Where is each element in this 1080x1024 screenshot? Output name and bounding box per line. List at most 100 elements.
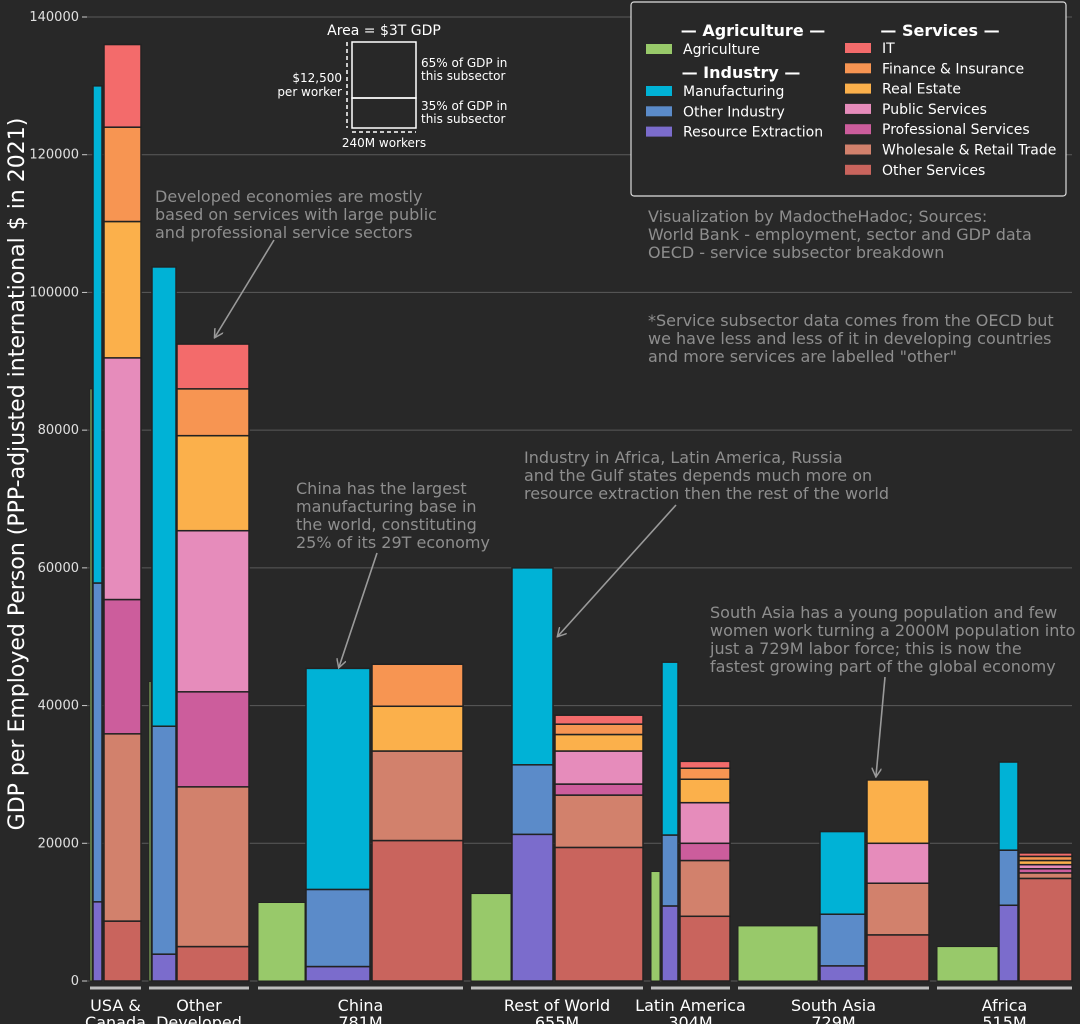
bar-latin-america-professional-services <box>679 842 731 862</box>
arrow-china <box>339 552 378 667</box>
legend: — Agriculture — Agriculture — Industry — Ma… <box>630 1 1067 197</box>
bar-africa-resource-extraction <box>998 904 1019 982</box>
bar-other-developed-finance-insurance <box>176 388 250 437</box>
region-china <box>257 663 464 982</box>
annotations-layer: Developed economies are mostly based on s… <box>155 187 1075 776</box>
bar-rest-of-world-manufacturing <box>511 567 554 766</box>
bar-south-asia-manufacturing <box>819 830 866 915</box>
ytick-label-60000: 60000 <box>38 561 79 576</box>
region-label-usa-canada-0: USA & <box>90 996 141 1015</box>
annotation-southasia: South Asia has a young population and fe… <box>709 603 1075 676</box>
legend-item-it: IT <box>882 41 895 57</box>
region-other-developed <box>148 266 250 982</box>
bar-latin-america-resource-extraction <box>661 905 679 982</box>
arrow-southasia <box>876 676 886 776</box>
area-key-height-label: per worker <box>277 85 342 99</box>
bar-china-real-estate <box>371 705 464 752</box>
region-label-other-developed-1: Developed <box>156 1013 242 1024</box>
area-key-title: Area = $3T GDP <box>327 23 441 39</box>
ytick-label-80000: 80000 <box>38 423 79 438</box>
bar-china-wholesale-retail-trade <box>371 750 464 842</box>
bar-south-asia-other-industry <box>819 913 866 967</box>
bar-usa-canada-real-estate <box>103 220 142 359</box>
bar-rest-of-world-real-estate <box>554 733 644 752</box>
region-label-latin-america-0: Latin America <box>635 996 746 1015</box>
ytick-label-0: 0 <box>71 974 79 989</box>
ytick-label-20000: 20000 <box>38 836 79 851</box>
area-key-width-label: 240M workers <box>342 136 426 150</box>
annotation-southasia-line: women work turning a 2000M population in… <box>710 621 1075 640</box>
bar-south-asia-wholesale-retail-trade <box>866 882 930 936</box>
area-key-upper-label: this subsector <box>421 69 505 83</box>
legend-swatch-wholesale-retail-trade <box>845 144 871 155</box>
annotation-footnote-line: we have less and less of it in developin… <box>648 329 1052 348</box>
bar-usa-canada-manufacturing <box>92 85 103 584</box>
legend-item-manufacturing: Manufacturing <box>683 84 784 100</box>
annotation-developed-line: Developed economies are mostly <box>155 187 422 206</box>
bar-south-asia-real-estate <box>866 779 930 845</box>
legend-heading-agriculture: — Agriculture — <box>681 21 826 40</box>
region-latin-america <box>650 661 731 982</box>
region-label-africa-1: 515M <box>982 1013 1026 1024</box>
ytick-label-140000: 140000 <box>29 10 79 25</box>
annotation-china-line: the world, constituting <box>296 515 477 534</box>
ytick-label-120000: 120000 <box>29 148 79 163</box>
bar-latin-america-public-services <box>679 801 731 845</box>
legend-item-wholesale-retail-trade: Wholesale & Retail Trade <box>882 143 1056 159</box>
region-label-other-developed-0: Other <box>176 996 222 1015</box>
bar-africa-it <box>1018 852 1073 858</box>
legend-item-other-services: Other Services <box>882 163 985 179</box>
bar-other-developed-other-services <box>176 945 250 982</box>
area-key-lower-label: 35% of GDP in <box>421 99 507 113</box>
bar-south-asia-public-services <box>866 842 930 884</box>
annotation-southasia-line: fastest growing part of the global econo… <box>710 657 1056 676</box>
bar-south-asia-agriculture <box>737 925 819 982</box>
bar-other-developed-agriculture <box>148 680 152 982</box>
bars-layer <box>89 43 1073 982</box>
annotation-southasia-line: South Asia has a young population and fe… <box>710 603 1057 622</box>
bar-usa-canada-it <box>103 43 142 128</box>
legend-item-resource-extraction: Resource Extraction <box>683 125 823 141</box>
bar-rest-of-world-other-industry <box>511 764 554 836</box>
region-south-asia <box>737 779 930 982</box>
bar-africa-wholesale-retail-trade <box>1018 872 1073 880</box>
region-label-china-0: China <box>338 996 384 1015</box>
bar-other-developed-it <box>176 343 250 390</box>
annotation-resource-line: and the Gulf states depends much more on <box>524 466 872 485</box>
bar-latin-america-finance-insurance <box>679 767 731 780</box>
legend-item-other-industry: Other Industry <box>683 104 785 120</box>
bar-rest-of-world-resource-extraction <box>511 833 554 982</box>
annotation-credit-line: OECD - service subsector breakdown <box>648 243 944 262</box>
ytick-label-40000: 40000 <box>38 699 79 714</box>
region-label-south-asia-0: South Asia <box>791 996 876 1015</box>
annotation-developed-line: and professional service sectors <box>155 223 413 242</box>
annotation-china-line: manufacturing base in <box>296 497 477 516</box>
bar-rest-of-world-public-services <box>554 750 644 785</box>
legend-swatch-finance-insurance <box>845 63 871 74</box>
bar-rest-of-world-other-services <box>554 846 644 982</box>
annotation-credit-line: Visualization by MadoctheHadoc; Sources: <box>648 207 987 226</box>
bar-other-developed-resource-extraction <box>151 953 177 982</box>
bar-other-developed-public-services <box>176 529 250 693</box>
annotation-developed-line: based on services with large public <box>155 205 437 224</box>
bar-other-developed-real-estate <box>176 434 250 532</box>
area-key-height-label: $12,500 <box>292 71 342 85</box>
bar-rest-of-world-finance-insurance <box>554 723 644 736</box>
bar-rest-of-world-wholesale-retail-trade <box>554 794 644 849</box>
annotation-footnote-line: *Service subsector data comes from the O… <box>648 311 1054 330</box>
region-usa-canada <box>89 43 142 982</box>
legend-swatch-other-industry <box>646 106 672 117</box>
annotation-developed: Developed economies are mostly based on s… <box>155 187 437 242</box>
annotation-resource-line: resource extraction then the rest of the… <box>524 484 889 503</box>
arrow-developed <box>215 239 275 337</box>
bar-africa-other-services <box>1018 877 1073 982</box>
legend-item-agriculture: Agriculture <box>683 42 760 58</box>
annotation-footnote: *Service subsector data comes from the O… <box>648 311 1054 366</box>
bar-latin-america-it <box>679 760 731 769</box>
bar-latin-america-manufacturing <box>661 661 679 836</box>
bar-china-manufacturing <box>305 667 371 891</box>
legend-swatch-resource-extraction <box>646 126 672 137</box>
bar-south-asia-resource-extraction <box>819 965 866 982</box>
legend-swatch-professional-services <box>845 124 871 135</box>
legend-item-finance-insurance: Finance & Insurance <box>882 61 1024 77</box>
